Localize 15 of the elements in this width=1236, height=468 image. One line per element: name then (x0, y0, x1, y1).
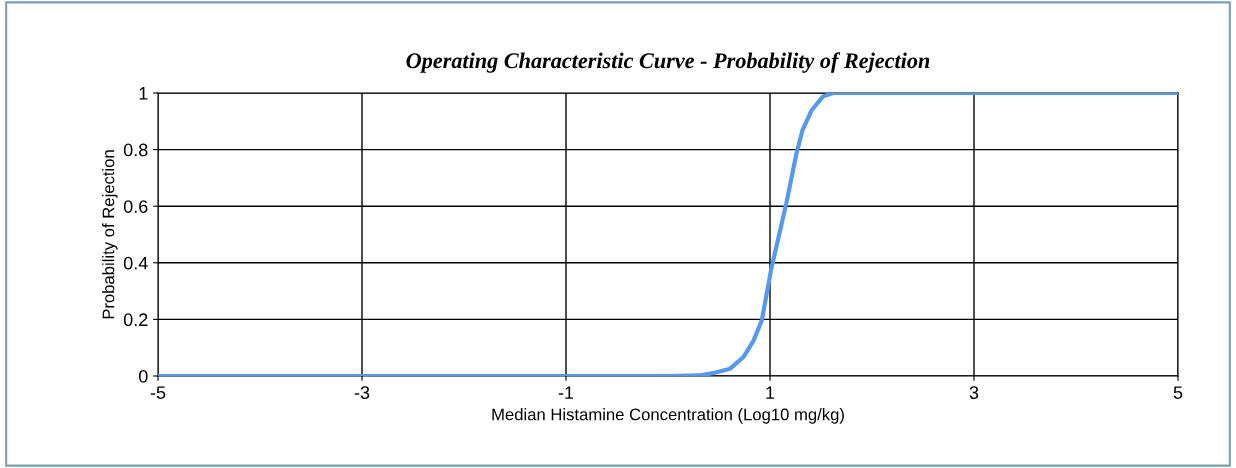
x-tick-label: -1 (558, 386, 574, 399)
y-tick-label: 1 (139, 87, 148, 100)
y-tick-label: 0.6 (123, 200, 148, 213)
x-tick-label: 1 (766, 386, 775, 399)
chart-title: Operating Characteristic Curve - Probability of Rejection (406, 52, 930, 73)
x-tick-label: -5 (150, 386, 166, 399)
y-tick-label: 0.4 (123, 256, 148, 270)
y-tick-label: 0.8 (123, 143, 148, 157)
y-axis-title: Probability of Rejection (102, 150, 118, 319)
y-tick-label: 0 (138, 369, 148, 383)
x-tick-label: 3 (969, 386, 979, 399)
y-tick-label: 0.2 (123, 313, 148, 327)
x-tick-label: -3 (354, 386, 370, 399)
x-axis-title: Median Histamine Concentration (Log10 mg/kg) (492, 408, 844, 424)
x-tick-label: 5 (1173, 386, 1183, 399)
